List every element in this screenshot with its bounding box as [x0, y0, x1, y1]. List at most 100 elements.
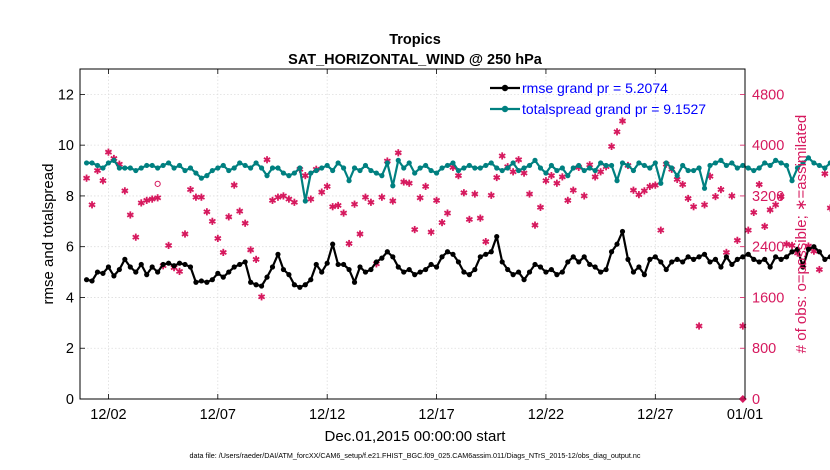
totalspread-point: [603, 162, 609, 169]
obs-assimilated-point: [520, 169, 528, 177]
obs-assimilated-point: [651, 181, 659, 189]
rmse-point: [346, 266, 352, 273]
obs-assimilated-point: [263, 156, 271, 164]
rmse-point: [390, 254, 396, 260]
rmse-point: [603, 266, 609, 273]
rmse-point: [291, 282, 297, 288]
totalspread-point: [291, 170, 297, 176]
totalspread-point: [280, 170, 287, 176]
totalspread-point: [433, 170, 440, 176]
totalspread-point: [297, 165, 303, 171]
rmse-point: [494, 233, 500, 240]
totalspread-point: [155, 165, 161, 171]
y-axis-label: rmse and totalspread: [40, 164, 57, 305]
rmse-point: [165, 260, 172, 266]
rmse-point: [816, 249, 822, 255]
rmse-point: [100, 270, 106, 276]
totalspread-point: [423, 162, 429, 169]
totalspread-point: [209, 167, 215, 174]
obs-assimilated-point: [498, 152, 506, 160]
totalspread-point: [483, 162, 489, 169]
rmse-point: [630, 269, 637, 275]
totalspread-point: [816, 162, 822, 169]
rmse-point: [625, 256, 631, 262]
obs-assimilated-point: [268, 196, 277, 204]
rmse-point: [696, 254, 702, 260]
rmse-point: [472, 266, 478, 273]
rmse-point: [811, 244, 817, 250]
rmse-point: [751, 256, 757, 262]
rmse-point: [521, 277, 527, 283]
obs-assimilated-point: [629, 186, 638, 194]
rmse-point: [701, 251, 708, 257]
obs-assimilated-point: [361, 193, 370, 201]
obs-assimilated-point: [126, 211, 134, 219]
obs-assimilated-point: [471, 190, 479, 198]
rmse-point: [778, 256, 784, 262]
x-axis-label: Dec.01,2015 00:00:00 start: [325, 428, 507, 445]
rmse-point: [767, 264, 773, 270]
obs-assimilated-point: [815, 265, 823, 274]
totalspread-point: [712, 160, 719, 166]
obs-assimilated-point: [443, 209, 452, 217]
totalspread-point: [729, 160, 735, 166]
totalspread-point: [138, 165, 144, 171]
rmse-point: [111, 273, 117, 279]
obs-assimilated-point: [695, 322, 703, 330]
rmse-point: [592, 264, 598, 270]
totalspread-point: [614, 178, 620, 184]
totalspread-point: [581, 167, 587, 174]
totalspread-point: [521, 165, 527, 171]
totalspread-point: [515, 167, 522, 174]
totalspread-point: [773, 157, 779, 163]
rmse-point: [554, 272, 560, 278]
totalspread-point: [193, 170, 199, 176]
totalspread-point: [598, 160, 604, 166]
rmse-point: [204, 279, 210, 285]
obs-assimilated-point: [761, 222, 769, 230]
rmse-point: [209, 277, 215, 283]
rmse-point: [466, 272, 472, 278]
totalspread-point: [696, 165, 702, 171]
totalspread-point: [680, 162, 686, 169]
totalspread-point: [472, 165, 478, 171]
obs-assimilated-point: [476, 214, 484, 222]
rmse-point: [505, 266, 511, 273]
rmse-point: [417, 269, 423, 275]
totalspread-point: [253, 160, 259, 166]
totalspread-point: [543, 170, 549, 176]
totalspread-point: [641, 162, 647, 169]
totalspread-point: [674, 173, 680, 179]
obs-assimilated-point: [400, 178, 408, 186]
rmse-point: [379, 255, 385, 261]
obs-assimilated-point: [411, 225, 419, 234]
totalspread-point: [477, 165, 483, 171]
obs-assimilated-point: [744, 226, 752, 234]
totalspread-point: [466, 162, 472, 169]
totalspread-point: [734, 165, 740, 171]
obs-assimilated-point: [307, 195, 315, 203]
rmse-point: [488, 249, 494, 255]
obs-assimilated-point: [766, 206, 774, 214]
x-tick-label: 12/07: [200, 407, 236, 423]
y-right-tick-label: 800: [752, 341, 776, 357]
totalspread-point: [368, 167, 374, 174]
rmse-point: [756, 259, 762, 265]
plot-frame: [79, 68, 746, 400]
axes-layer: 12/02 12/07 12/12 12/17 12/22 12/27 01/0102468…: [58, 69, 784, 423]
totalspread-point: [379, 173, 385, 179]
rmse-point: [619, 228, 626, 235]
rmse-point: [297, 284, 303, 290]
rmse-point: [220, 274, 226, 280]
rmse-point: [160, 261, 166, 268]
rmse-point: [264, 274, 270, 280]
totalspread-point: [390, 183, 396, 189]
rmse-point: [406, 266, 412, 273]
totalspread-point: [576, 162, 582, 169]
rmse-point: [783, 254, 790, 260]
totalspread-point: [685, 167, 691, 174]
obs-assimilated-point: [367, 198, 375, 206]
obs-assimilated-point: [536, 203, 545, 211]
totalspread-point: [488, 160, 494, 166]
rmse-point: [340, 261, 347, 268]
